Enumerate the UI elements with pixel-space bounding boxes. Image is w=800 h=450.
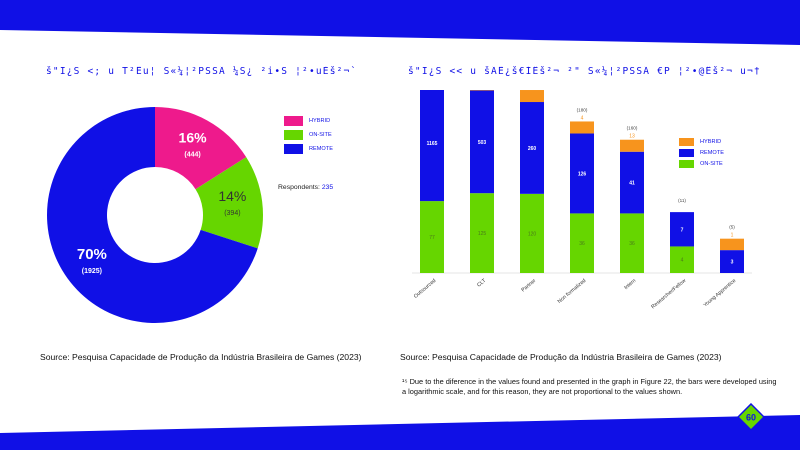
bar-segment-remote [670, 212, 694, 247]
bar-value-remote: 503 [478, 140, 487, 146]
bar-segment-on-site [620, 213, 644, 273]
bar-segment-remote [620, 151, 644, 214]
bar-segment-on-site [570, 213, 594, 273]
top-blue-band [0, 0, 800, 45]
legend-item-hybrid: HYBRID [284, 114, 333, 128]
bar-total-label: (160) [627, 126, 638, 131]
legend-label-remote: REMOTE [309, 146, 333, 152]
page-badge-diamond [737, 403, 765, 431]
legend-swatch-on-site [284, 130, 303, 140]
bar-value-remote: 7 [681, 227, 684, 233]
bar-segment-remote [720, 250, 744, 273]
bar-segment-on-site [470, 193, 494, 273]
top-band-shape [0, 0, 800, 45]
legend-label-on-site: ON-SITE [309, 132, 332, 138]
bar-value-on-site: 77 [429, 235, 435, 241]
bar-total-label: (180) [577, 107, 588, 112]
bar-value-hybrid: 4 [581, 115, 584, 121]
source-right: Source: Pesquisa Capacidade de Produção … [400, 352, 722, 362]
stacked-bar-chart: 771165125(1387)Outsourced125503242(729)C… [412, 90, 752, 311]
bar-value-on-site: 36 [629, 241, 635, 247]
bar-value-on-site: 4 [681, 258, 684, 264]
bar-value-remote: 41 [629, 181, 635, 187]
bar-segment-on-site [420, 201, 444, 273]
bottom-band-shape [0, 415, 800, 450]
bar-legend-label-on-site: ON-SITE [700, 160, 723, 167]
bar-legend-swatch-remote [679, 148, 694, 157]
donut-label-on-site: 14% [218, 188, 246, 204]
bar-value-hybrid: 13 [629, 134, 635, 140]
legend-item-remote: REMOTE [284, 142, 333, 156]
respondents-count: Respondents: 235 [278, 184, 333, 191]
bar-value-remote: 126 [578, 171, 587, 177]
bar-legend-label-hybrid: HYBRID [700, 138, 722, 145]
bar-segment-hybrid [720, 238, 744, 251]
bar-category-label: CLT [476, 277, 488, 288]
bar-chart-title: š"Ï¿Š << u šÃÊ¿š€ÍÊš²¬ ²" Š«¼¦²PŠŠÃ €P ¦… [408, 66, 761, 77]
bar-value-on-site: 120 [528, 231, 537, 237]
bar-segment-hybrid [570, 121, 594, 134]
bar-value-on-site: 125 [478, 231, 487, 237]
bar-legend-item-remote: REMOTE [679, 147, 724, 158]
bar-total-label: (11) [678, 198, 686, 203]
bar-category-label: Young Apprentice [702, 278, 737, 309]
donut-slice-hybrid [155, 107, 247, 190]
bar-legend-item-on-site: ON-SITE [679, 158, 724, 169]
bar-value-remote: 1165 [427, 141, 438, 147]
source-left: Source: Pesquisa Capacidade de Produção … [40, 352, 362, 362]
bar-legend: HYBRID REMOTE ON-SITE [679, 136, 724, 169]
bar-legend-item-hybrid: HYBRID [679, 136, 724, 147]
bar-legend-swatch-hybrid [679, 137, 694, 146]
donut-slice-on-site [195, 157, 263, 249]
bar-segment-hybrid [520, 90, 544, 103]
bar-value-on-site: 36 [579, 241, 585, 247]
footnote: ¹⁵ Due to the diference in the values fo… [402, 377, 777, 396]
bar-segment-remote [470, 90, 494, 194]
page-number-badge: 60 [737, 403, 765, 431]
legend-item-on-site: ON-SITE [284, 128, 333, 142]
donut-label-hybrid: 16% [179, 130, 208, 146]
bar-legend-swatch-on-site [679, 159, 694, 168]
bottom-blue-band [0, 415, 800, 450]
bar-category-label: Intern [623, 278, 637, 291]
respondents-label: Respondents: [278, 184, 320, 191]
bar-segment-on-site [520, 193, 544, 273]
legend-swatch-hybrid [284, 116, 303, 126]
legend-label-hybrid: HYBRID [309, 118, 331, 124]
bar-value-hybrid: 1 [731, 233, 734, 239]
bar-legend-label-remote: REMOTE [700, 149, 724, 156]
donut-legend: HYBRID ON-SITE REMOTE [284, 114, 333, 156]
donut-chart: 16% (444) 14% (394) 70% (1925) [47, 107, 263, 323]
donut-count-on-site: (394) [224, 210, 240, 217]
bar-segment-hybrid [620, 139, 644, 152]
donut-count-remote: (1925) [82, 268, 102, 275]
bar-total-label: (5) [729, 225, 735, 230]
bar-segment-remote [420, 90, 444, 202]
bar-category-label: Outsourced [413, 278, 437, 300]
bar-value-remote: 3 [731, 260, 734, 266]
donut-chart-title: š"Ï¿Š <; u T²Êu¦ Š«¼¦²PŠŠÃ ¼Š¿ ²i•Š ¦²•u… [46, 66, 358, 77]
bar-segment-remote [520, 102, 544, 194]
bar-category-label: Researcher/Fellow [650, 278, 687, 311]
page-number: 60 [746, 413, 756, 423]
bar-segment-remote [570, 133, 594, 214]
respondents-value: 235 [321, 184, 334, 191]
bar-category-label: Partner [520, 278, 537, 294]
donut-label-remote: 70% [77, 246, 107, 263]
donut-count-hybrid: (444) [184, 152, 200, 159]
bar-value-remote: 260 [528, 146, 537, 152]
bar-category-label: Non formalized [557, 278, 588, 305]
legend-swatch-remote [284, 144, 303, 154]
bar-segment-on-site [670, 246, 694, 273]
donut-slice-remote [47, 107, 258, 323]
